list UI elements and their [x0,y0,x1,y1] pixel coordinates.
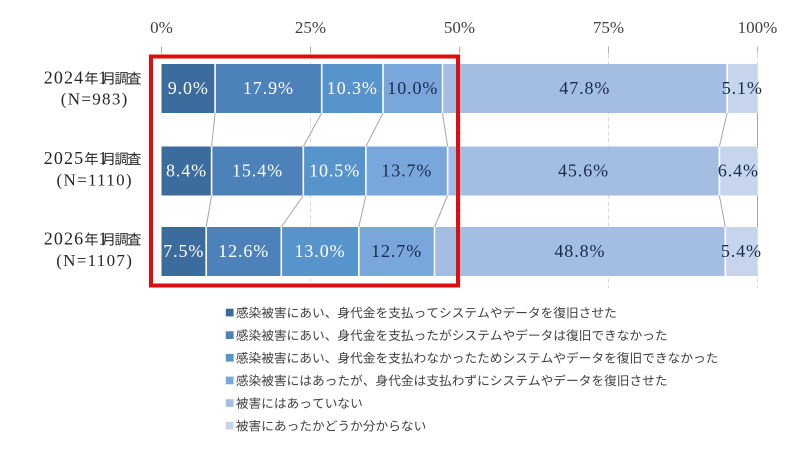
svg-text:8.4%: 8.4% [166,161,207,181]
svg-text:12.7%: 12.7% [371,241,422,261]
svg-text:10.5%: 10.5% [309,161,360,181]
svg-text:48.8%: 48.8% [554,241,605,261]
svg-text:2024: 2024 [44,68,84,88]
svg-text:17.9%: 17.9% [243,78,294,98]
svg-text:5.4%: 5.4% [721,241,762,261]
svg-text:1: 1 [98,68,107,88]
svg-text:10.3%: 10.3% [327,78,378,98]
svg-text:13.0%: 13.0% [295,241,346,261]
svg-text:9.0%: 9.0% [168,78,209,98]
svg-text:50%: 50% [444,18,475,37]
svg-text:0%: 0% [150,18,173,37]
svg-text:10.0%: 10.0% [387,78,438,98]
svg-text:(N=1110): (N=1110) [57,171,133,190]
svg-text:100%: 100% [738,18,778,37]
svg-text:1: 1 [98,229,107,249]
svg-text:13.7%: 13.7% [381,161,432,181]
svg-text:(N=983): (N=983) [61,89,129,108]
svg-text:15.4%: 15.4% [232,161,283,181]
svg-text:75%: 75% [593,18,624,37]
svg-text:5.1%: 5.1% [722,78,763,98]
svg-text:2025: 2025 [44,148,84,168]
svg-text:12.6%: 12.6% [218,241,269,261]
svg-text:1: 1 [98,148,107,168]
svg-text:45.6%: 45.6% [558,161,609,181]
svg-text:7.5%: 7.5% [163,241,204,261]
svg-text:(N=1107): (N=1107) [56,251,133,270]
svg-text:2026: 2026 [44,229,84,249]
svg-text:6.4%: 6.4% [718,161,759,181]
svg-text:47.8%: 47.8% [559,78,610,98]
svg-text:25%: 25% [295,18,326,37]
